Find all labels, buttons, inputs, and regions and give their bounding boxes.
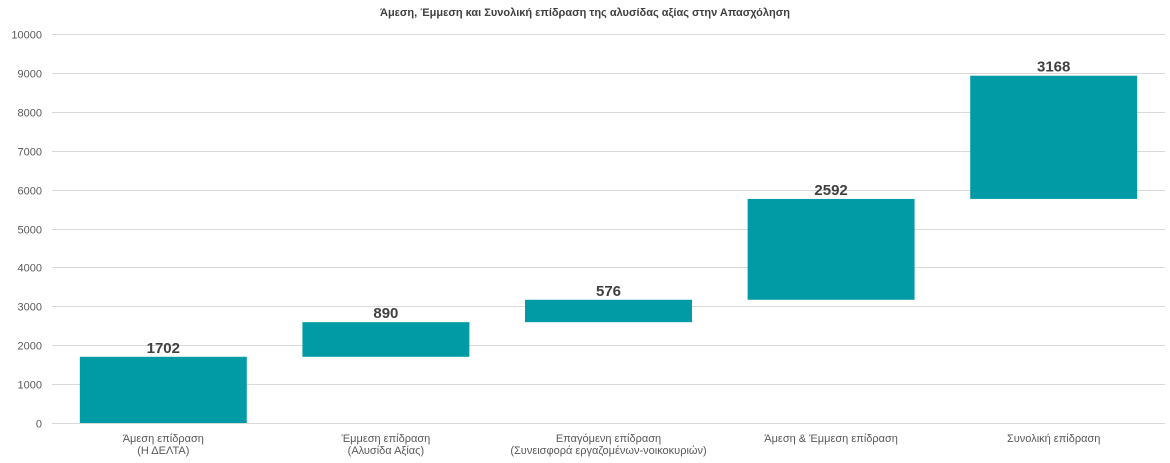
x-tick-label: Συνολική επίδραση [1007, 433, 1100, 445]
data-label: 890 [373, 305, 398, 322]
y-tick-label: 8000 [18, 108, 42, 120]
x-axis: Άμεση επίδραση (Η ΔΕΛΤΑ) Έμμεση επίδραση (Α… [123, 433, 1101, 457]
x-tick-label-line: Άμεση & Έμμεση επίδραση [764, 433, 898, 445]
y-tick-label: 5000 [18, 225, 42, 237]
y-tick-label: 2000 [18, 341, 42, 353]
x-tick-label-line: (Αλυσίδα Αξίας) [348, 445, 424, 457]
x-tick-label: Άμεση επίδραση (Η ΔΕΛΤΑ) [123, 433, 204, 457]
data-labels: 1702 890 576 2592 3168 [147, 59, 1071, 357]
chart-title: Άμεση, Έμμεση και Συνολική επίδραση της … [380, 7, 790, 19]
y-tick-label: 1000 [18, 380, 42, 392]
y-tick-label: 4000 [18, 263, 42, 275]
y-tick-label: 10000 [11, 30, 42, 42]
x-tick-label-line: Επαγόμενη επίδραση [556, 433, 661, 445]
data-label: 3168 [1037, 59, 1070, 76]
bar [747, 198, 915, 300]
bars [79, 75, 1138, 423]
x-tick-label-line: Συνολική επίδραση [1007, 433, 1100, 445]
data-label: 576 [596, 283, 621, 300]
data-label: 2592 [814, 182, 847, 199]
x-tick-label-line: (Συνεισφορά εργαζομένων-νοικοκυριών) [510, 445, 706, 457]
data-label: 1702 [147, 340, 180, 357]
y-axis: 0 1000 2000 3000 4000 5000 6000 7000 8000 9000 100… [11, 30, 42, 431]
bar [525, 299, 692, 323]
y-tick-label: 9000 [18, 69, 42, 81]
y-tick-label: 6000 [18, 186, 42, 198]
bar [970, 75, 1138, 199]
y-tick-label: 7000 [18, 147, 42, 159]
x-tick-label: Άμεση & Έμμεση επίδραση [764, 433, 898, 445]
x-tick-label-line: Άμεση επίδραση [123, 433, 204, 445]
y-tick-label: 3000 [18, 302, 42, 314]
bar [302, 322, 470, 357]
y-tick-label: 0 [36, 419, 42, 431]
x-tick-label: Έμμεση επίδραση (Αλυσίδα Αξίας) [341, 433, 431, 457]
bar [79, 356, 247, 423]
x-tick-label-line: Έμμεση επίδραση [341, 433, 431, 445]
x-tick-label-line: (Η ΔΕΛΤΑ) [137, 445, 189, 457]
x-tick-label: Επαγόμενη επίδραση (Συνεισφορά εργαζομένω… [510, 433, 706, 457]
